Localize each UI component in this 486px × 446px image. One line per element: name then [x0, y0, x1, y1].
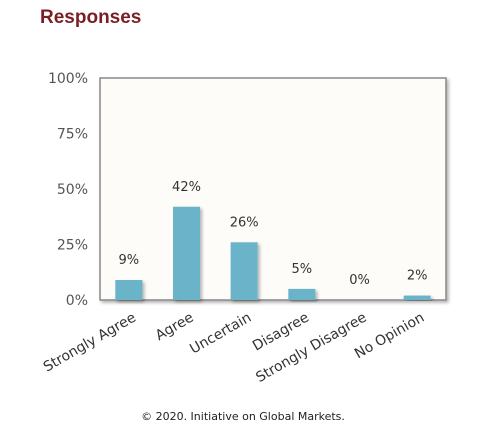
bars	[115, 206, 431, 300]
data-label: 5%	[292, 262, 313, 277]
bar	[115, 280, 143, 300]
plot-area	[99, 77, 447, 301]
copyright-notice: © 2020. Initiative on Global Markets.	[141, 410, 345, 423]
x-tick-label: Strongly Agree	[41, 310, 139, 376]
bar	[230, 242, 258, 300]
data-label: 2%	[407, 269, 428, 284]
bar	[403, 295, 431, 300]
x-tick-label: Uncertain	[187, 310, 254, 358]
data-label: 9%	[119, 253, 140, 268]
y-tick-label: 75%	[57, 127, 88, 143]
data-labels: 9% 42% 26% 5% 0% 2%	[119, 180, 428, 288]
data-label: 42%	[172, 180, 201, 195]
bar	[173, 206, 200, 300]
y-axis-tick-labels: 0% 25% 50% 75% 100%	[48, 71, 88, 309]
y-tick-label: 50%	[57, 182, 88, 198]
page-title: Responses	[40, 7, 142, 28]
y-tick-label: 25%	[57, 238, 88, 254]
data-label: 0%	[349, 273, 370, 288]
x-tick-label: Agree	[153, 310, 197, 344]
y-tick-label: 100%	[48, 71, 88, 87]
x-axis-tick-labels: Strongly Agree AgreeUncertainDisagreeStro…	[41, 310, 427, 386]
data-label: 26%	[230, 215, 259, 230]
y-tick-label: 0%	[66, 293, 88, 309]
bar	[288, 288, 316, 300]
